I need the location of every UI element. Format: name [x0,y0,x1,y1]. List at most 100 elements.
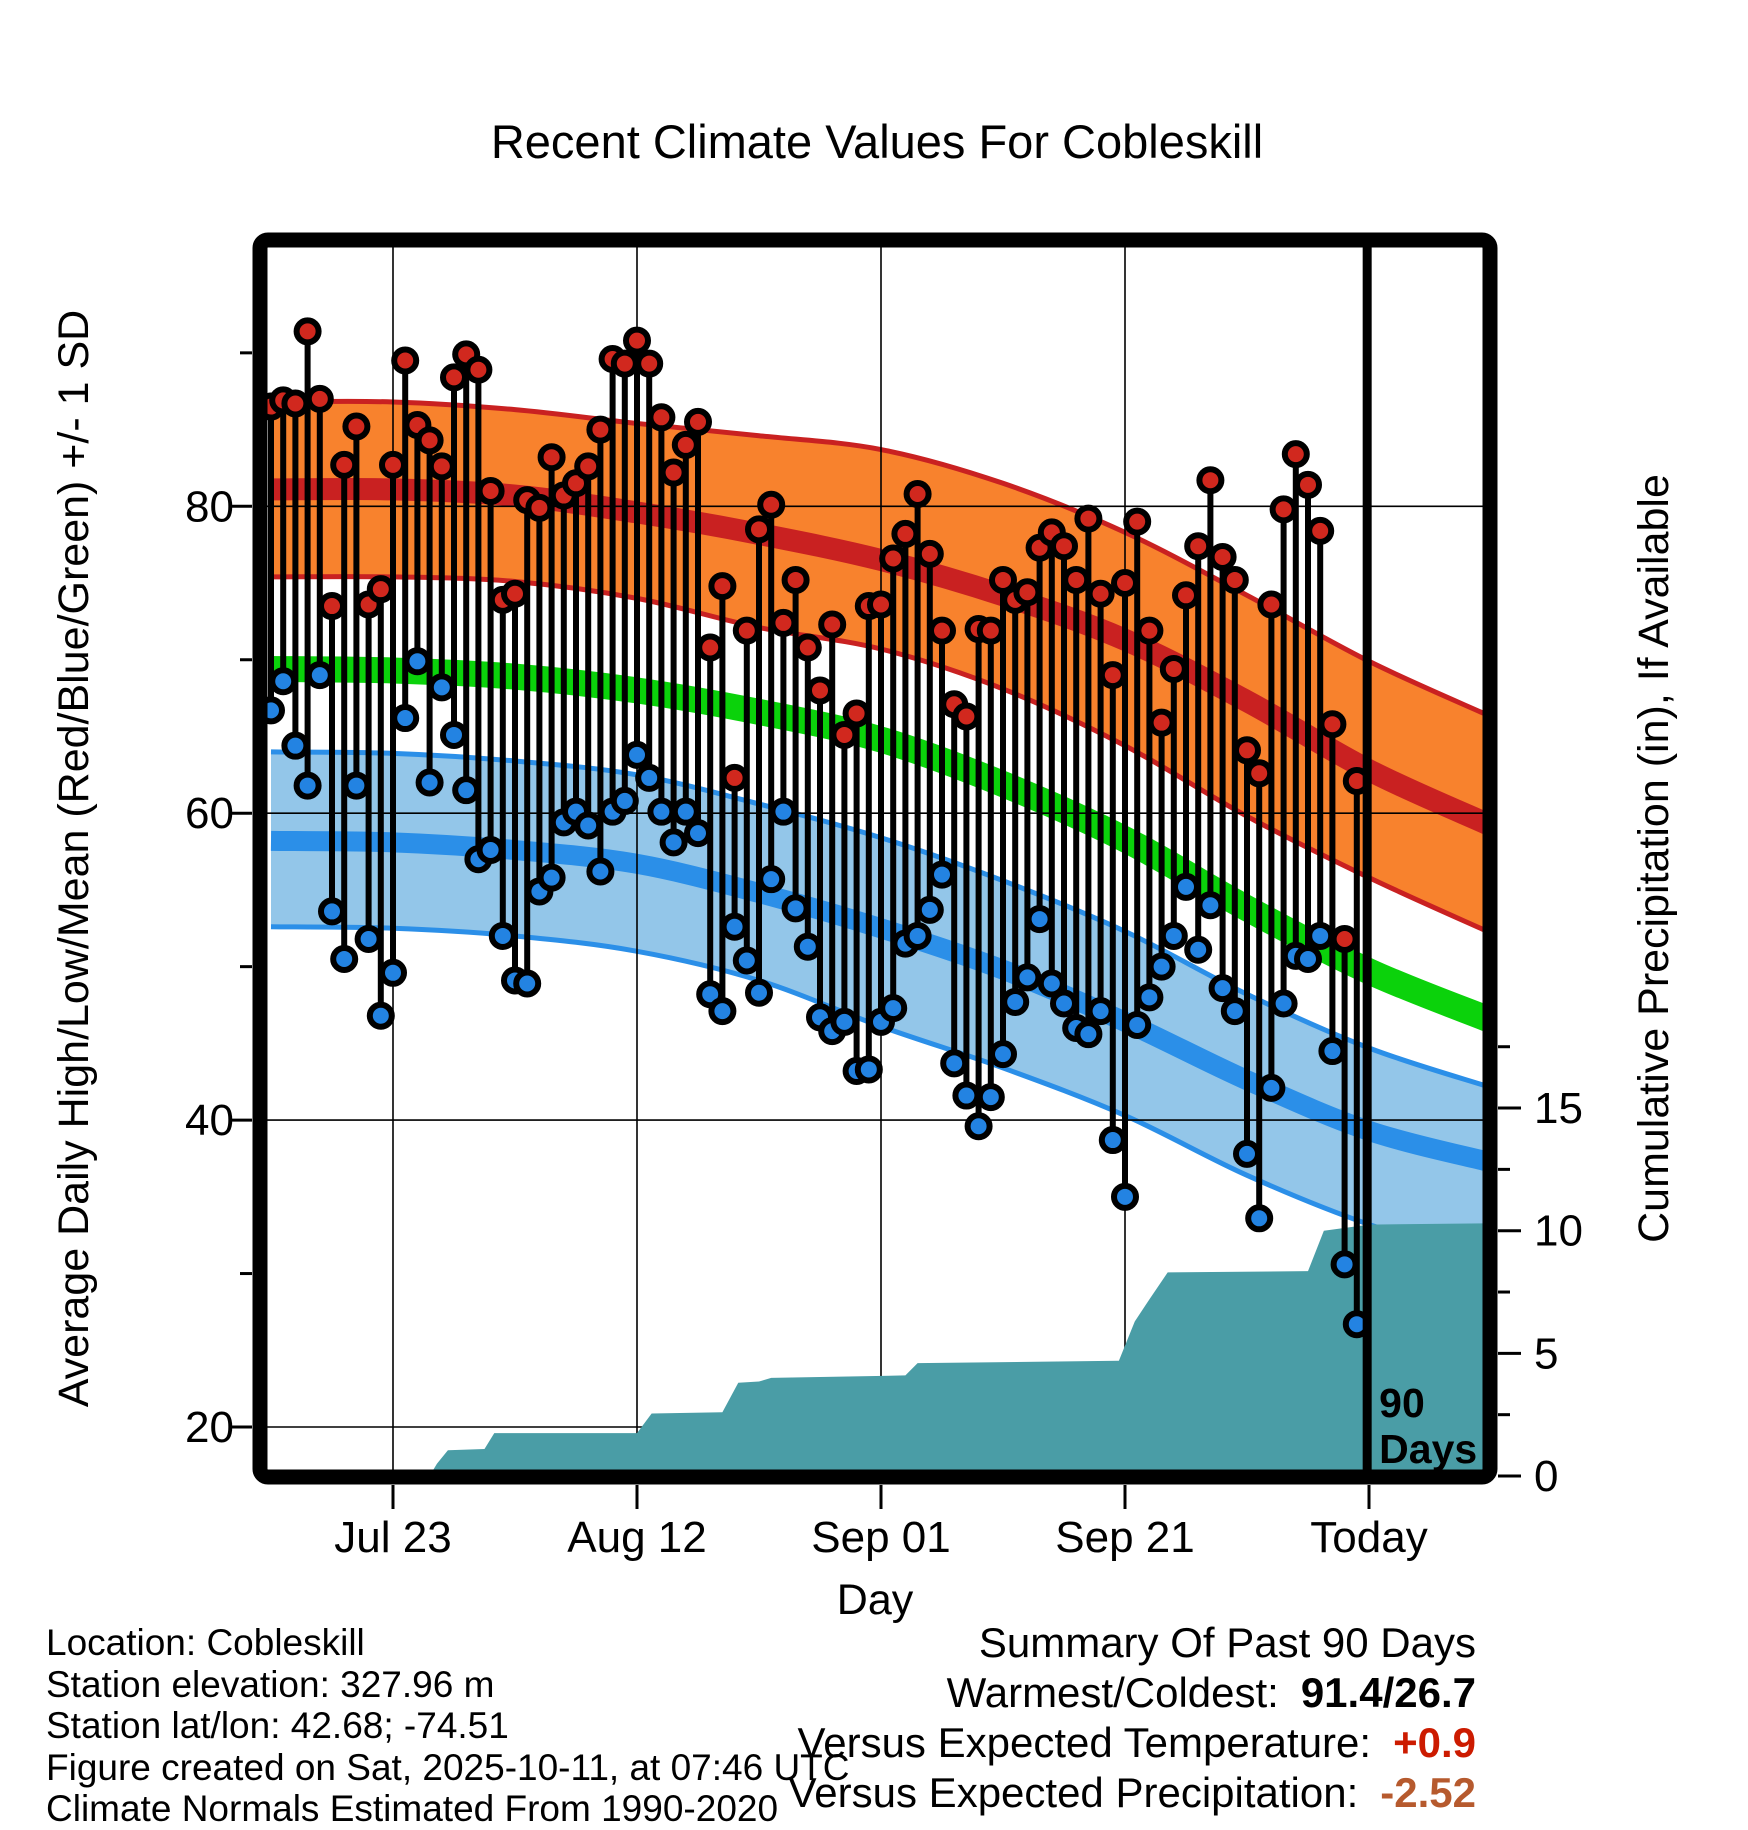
daily-low-dot [403,647,432,676]
daily-low-dot [610,786,639,815]
daily-low-dot [586,857,615,886]
daily-low-dot [635,763,664,792]
day-stem [647,403,676,826]
day-stem [1111,569,1139,1211]
daily-high-dot [818,610,847,639]
day-stem [879,544,908,1023]
daily-low-dot [1245,1204,1274,1233]
daily-high-dot [525,493,554,522]
y-right-tick-label: 10 [1534,1207,1583,1256]
y-left-tick-label: 60 [185,789,234,838]
station-info: Location: Cobleskill Station elevation: … [46,1622,850,1830]
daily-low-dot [354,925,383,954]
daily-low-dot [1184,935,1213,964]
day-stem [1208,542,1237,1003]
daily-high-dot [720,763,749,792]
summary-vs-temperature-value: +0.9 [1393,1719,1476,1766]
daily-high-dot [732,616,761,645]
daily-low-dot [342,771,371,800]
daily-low-dot [330,944,359,973]
cumulative-precip-area [433,1223,1483,1470]
day-stem [1086,579,1115,1026]
daily-high-dot [391,346,420,375]
daily-low-dot [720,912,749,941]
daily-high-dot [1135,616,1164,645]
daily-low-dot [1233,1139,1261,1168]
day-stem [501,579,529,995]
daily-high-dot [440,363,468,392]
y-left-tick-label: 80 [185,482,234,531]
daily-high-dot [1257,590,1286,619]
daily-low-dot [1050,989,1078,1018]
daily-low-dot [879,994,908,1023]
x-tick-label: Aug 12 [567,1513,706,1562]
daily-high-dot [976,616,1005,645]
daily-high-dot [659,458,688,487]
summary-warmest-coldest: Warmest/Coldest: 91.4/26.7 [789,1668,1476,1718]
daily-high-dot [1050,532,1078,561]
daily-low-dot [964,1112,993,1141]
daily-low-dot [267,696,285,725]
day-stem [1184,532,1213,964]
y-right-axis-title: Cumulative Precipitation (in), If Availa… [1630,474,1678,1243]
daily-high-dot [318,592,346,621]
day-stem [818,610,847,1046]
daily-high-dot [696,633,725,662]
daily-low-dot [1001,987,1030,1016]
day-stem [842,699,871,1085]
daily-high-dot [574,452,603,481]
daily-low-dot [903,921,932,950]
daily-low-dot [1208,974,1237,1003]
daily-low-dot [940,1049,969,1078]
x-tick-label: Sep 01 [811,1513,950,1562]
daily-high-dot [330,450,359,479]
day-stem [1294,470,1322,973]
daily-low-dot [1098,1126,1127,1155]
daily-low-dot [830,1007,859,1036]
y-right-tick-label: 0 [1534,1452,1558,1501]
daily-low-dot [647,797,676,826]
daily-high-dot [903,480,932,509]
daily-high-dot [1062,565,1091,594]
day-stem [659,458,688,857]
day-stem [830,720,859,1036]
daily-low-dot [732,946,761,975]
day-stem [586,415,615,886]
daily-high-dot [586,415,615,444]
day-stem [1172,581,1200,901]
daily-low-dot [1269,989,1298,1018]
daily-low-dot [1111,1182,1139,1211]
daily-high-dot [1233,736,1261,765]
daily-low-dot [1294,944,1322,973]
daily-low-dot [1196,891,1225,920]
day-stem [952,702,981,1110]
daily-high-dot [928,616,956,645]
daily-low-dot [1330,1250,1359,1279]
summary-vs-precipitation-value: -2.52 [1380,1769,1476,1816]
daily-low-dot [476,836,505,865]
daily-low-dot [488,921,517,950]
daily-low-dot [976,1083,1005,1112]
daily-low-dot [854,1055,883,1084]
day-stem [415,426,444,797]
x-tick-label: Jul 23 [334,1513,451,1562]
daily-high-dot [1172,581,1200,610]
y-left-tick-label: 40 [185,1096,234,1145]
daily-high-dot [1196,466,1225,495]
daily-low-dot [1135,983,1164,1012]
y-right-tick-label: 15 [1534,1084,1583,1133]
day-stem [1001,585,1030,1016]
daily-high-dot [671,430,700,459]
daily-high-dot [305,384,334,413]
day-stem [793,633,822,961]
daily-low-dot [1013,963,1042,992]
daily-low-dot [427,673,456,702]
daily-low-dot [440,720,468,749]
daily-high-dot [891,519,920,548]
daily-low-dot [757,865,786,894]
daily-high-dot [281,389,310,418]
daily-low-dot [537,863,566,892]
daily-high-dot [476,476,505,505]
plot-frame [252,232,1498,1485]
